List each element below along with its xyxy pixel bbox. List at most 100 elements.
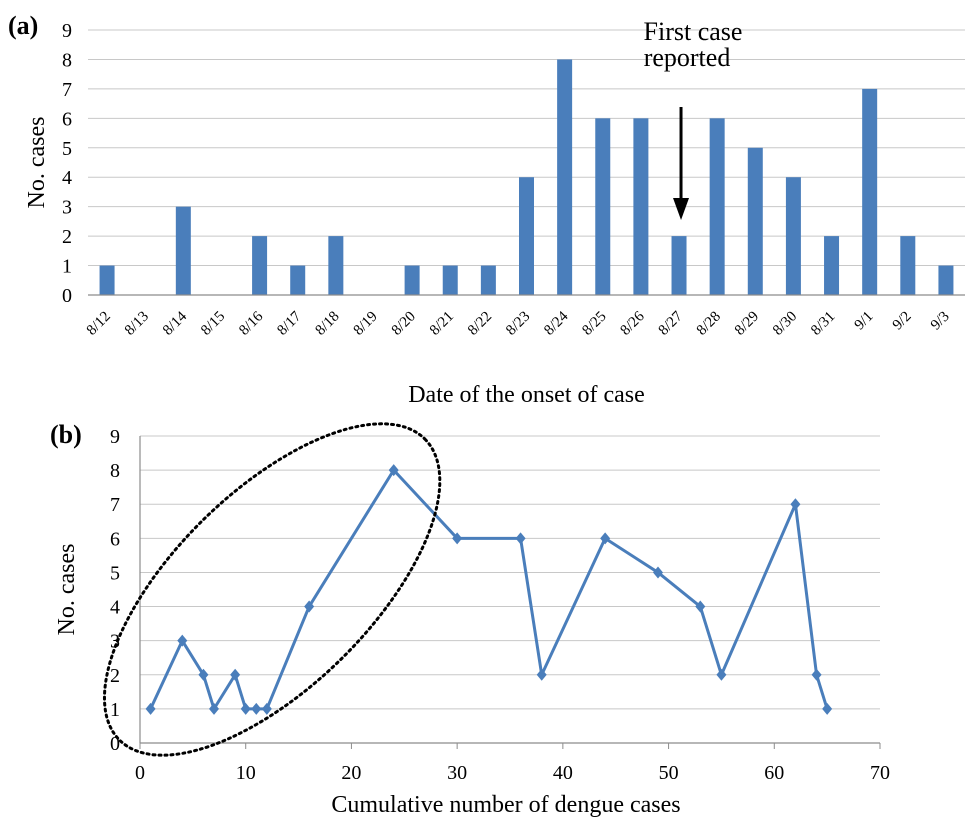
bar [595,118,611,295]
bar [290,265,306,295]
data-point-marker [600,532,611,545]
panel-b-y-axis-label: No. cases [54,544,80,636]
panel-b-gridlines [140,435,880,710]
data-point-marker [304,600,315,613]
bar [99,265,115,295]
x-tick-label: 8/21 [427,309,457,339]
bar [480,265,496,295]
annotation-line-2: reported [644,43,731,72]
data-point-marker [822,702,833,715]
x-tick-label: 30 [447,762,467,784]
bar [633,118,649,295]
panel-b-points [145,464,833,715]
data-point-marker [388,464,399,477]
annotation-line-1: First case [644,17,743,46]
data-point-marker [695,600,706,613]
x-tick-label: 8/17 [274,308,305,339]
y-tick-label: 4 [62,167,72,189]
y-tick-label: 8 [62,49,72,71]
bar [862,88,878,295]
panel-b-series-line [149,468,829,711]
x-tick-label: 8/22 [465,309,495,339]
data-point-marker [452,532,463,545]
y-tick-label: 6 [62,108,72,130]
data-point-marker [198,668,209,681]
bar [328,236,344,295]
panel-a-gridlines [88,29,965,267]
x-tick-label: 8/15 [198,309,228,339]
x-tick-label: 8/20 [389,309,419,339]
data-point-marker [230,668,241,681]
y-tick-label: 5 [110,562,120,584]
y-tick-label: 0 [62,285,72,307]
bar [557,59,573,295]
panel-a-annotation: First case reported [644,17,743,220]
x-tick-label: 8/19 [351,309,381,339]
x-tick-label: 9/3 [928,309,953,334]
x-tick-label: 8/13 [122,309,152,339]
x-tick-label: 8/30 [770,309,800,339]
panel-b-line-chart: (b) 0 1 2 3 4 5 6 7 8 9 0 10 20 30 40 50 60 70 No. cases… [50,420,890,818]
data-point-marker [790,498,801,511]
panel-b-y-tick-labels: 0 1 2 3 4 5 6 7 8 9 [110,426,120,755]
bar [900,236,916,295]
panel-b-highlight-ellipse [102,422,442,757]
y-tick-label: 6 [110,528,120,550]
data-point-marker [515,532,526,545]
panel-a-x-axis-label: Date of the onset of case [408,382,645,408]
y-tick-label: 2 [62,226,72,248]
y-tick-label: 9 [110,426,120,448]
panel-a-label: (a) [8,11,38,40]
x-tick-label: 40 [553,762,573,784]
y-tick-label: 3 [62,197,72,219]
bar [671,236,687,295]
panel-b-x-tick-labels: 0 10 20 30 40 50 60 70 [135,743,890,784]
x-tick-label: 9/1 [852,309,877,334]
panel-a-x-tick-labels: 8/12 8/13 8/14 8/15 8/16 8/17 8/18 8/19 8/20 8/21… [84,308,953,339]
y-tick-label: 4 [110,597,120,619]
panel-a-y-axis-label: No. cases [24,117,50,209]
data-point-marker [811,668,822,681]
y-tick-label: 8 [110,460,120,482]
x-tick-label: 9/2 [890,309,915,334]
x-tick-label: 8/23 [503,309,533,339]
x-tick-label: 8/29 [732,309,762,339]
y-tick-label: 1 [110,699,120,721]
y-tick-label: 7 [62,79,72,101]
data-point-marker [716,668,727,681]
bar [252,236,268,295]
x-tick-label: 8/27 [656,308,687,339]
x-tick-label: 8/18 [313,309,343,339]
x-tick-label: 8/24 [541,308,572,339]
panel-b-x-axis-label: Cumulative number of dengue cases [331,792,680,818]
data-point-marker [261,702,272,715]
annotation-arrow-head [673,198,690,220]
x-tick-label: 8/12 [84,309,114,339]
y-tick-label: 2 [110,665,120,687]
x-tick-label: 10 [236,762,256,784]
bar [404,265,420,295]
x-tick-label: 20 [341,762,361,784]
data-point-marker [177,634,188,647]
bar [442,265,458,295]
y-tick-label: 1 [62,256,72,278]
x-tick-label: 8/25 [579,309,609,339]
bar [747,147,763,295]
x-tick-label: 0 [135,762,145,784]
bar [519,177,534,295]
bar [709,118,725,295]
x-tick-label: 8/14 [160,308,191,339]
panel-a-y-tick-labels: 0 1 2 3 4 5 6 7 8 9 [62,20,72,307]
y-tick-label: 5 [62,138,72,160]
data-point-marker [251,702,262,715]
panel-b-label: (b) [50,420,82,449]
x-tick-label: 8/16 [236,308,267,339]
bar [785,177,801,295]
bar [938,265,954,295]
x-tick-label: 8/28 [694,309,724,339]
x-tick-label: 70 [870,762,890,784]
data-point-marker [145,702,156,715]
data-point-marker [209,702,219,715]
